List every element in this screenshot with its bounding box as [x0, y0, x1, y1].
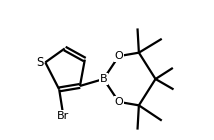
- Text: S: S: [37, 56, 44, 69]
- Text: O: O: [114, 97, 123, 107]
- Text: O: O: [114, 51, 123, 61]
- Text: B: B: [100, 74, 107, 84]
- Text: Br: Br: [57, 111, 70, 121]
